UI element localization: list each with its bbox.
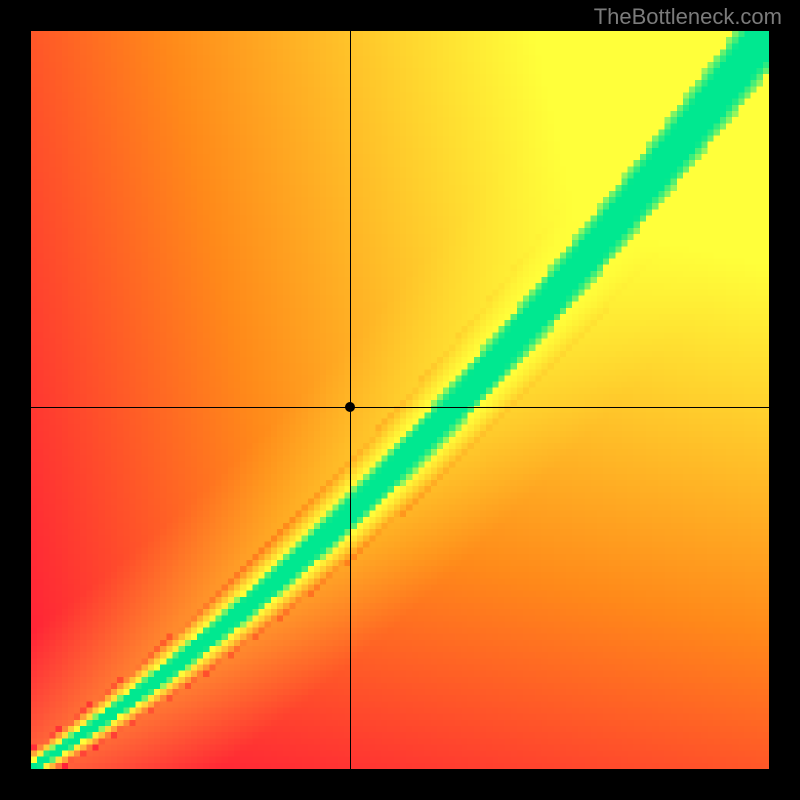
- watermark-text: TheBottleneck.com: [594, 4, 782, 30]
- heatmap-canvas: [31, 31, 769, 769]
- heatmap-plot: [31, 31, 769, 769]
- crosshair-horizontal: [31, 407, 769, 408]
- crosshair-vertical: [350, 31, 351, 769]
- crosshair-marker: [345, 402, 355, 412]
